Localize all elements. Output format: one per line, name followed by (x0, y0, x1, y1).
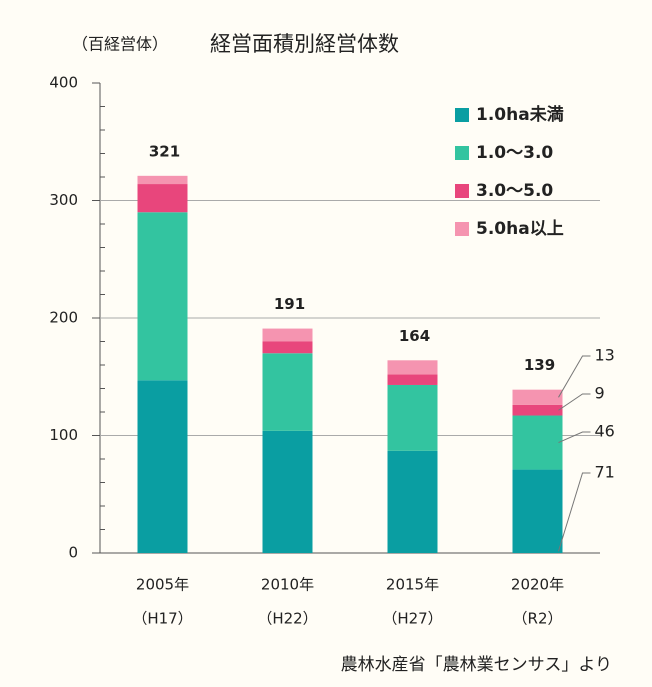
y-tick-label: 300 (49, 191, 78, 209)
total-label: 191 (274, 295, 305, 313)
legend-swatch (455, 184, 469, 198)
legend-swatch (455, 108, 469, 122)
total-label: 139 (524, 356, 555, 374)
bar-segment (512, 469, 563, 553)
leader-line (558, 355, 591, 398)
total-label: 321 (149, 142, 180, 160)
bar-segment (387, 384, 438, 451)
bar-segment (262, 328, 313, 342)
leader-line (558, 472, 591, 552)
bar-segment (262, 353, 313, 431)
bar-segment (137, 175, 188, 185)
x-tick-label: 2015年 (386, 576, 439, 594)
bar-segment (137, 380, 188, 553)
x-tick-sublabel: （H17） (132, 610, 192, 628)
y-axis-label: （百経営体） (72, 35, 168, 54)
leader-line (558, 431, 591, 444)
bar-segment (262, 430, 313, 553)
y-tick-label: 400 (49, 74, 78, 92)
y-tick-label: 100 (49, 426, 78, 444)
bar-segment (387, 360, 438, 375)
value-label: 46 (595, 422, 615, 441)
legend-label: 1.0～3.0 (476, 143, 553, 163)
legend-label: 5.0ha以上 (476, 219, 564, 239)
source-note: 農林水産省「農林業センサス」より (341, 655, 612, 675)
bar-segment (387, 374, 438, 385)
bar-segment (512, 389, 563, 405)
legend-label: 1.0ha未満 (476, 104, 564, 125)
value-label: 9 (595, 384, 605, 403)
total-label: 164 (399, 327, 430, 345)
bar-segment (387, 450, 438, 553)
bar-segment (512, 415, 563, 470)
y-tick-label: 0 (68, 544, 78, 562)
value-label: 71 (595, 463, 615, 482)
chart-title: 経営面積別経営体数 (210, 32, 399, 56)
x-tick-label: 2005年 (136, 576, 189, 594)
legend-swatch (455, 146, 469, 160)
x-tick-sublabel: （R2） (513, 610, 563, 628)
x-tick-sublabel: （H22） (257, 610, 317, 628)
legend-swatch (455, 222, 469, 236)
x-tick-sublabel: （H27） (382, 610, 442, 628)
bar-segment (137, 184, 188, 213)
bar-segment (262, 341, 313, 354)
legend-label: 3.0～5.0 (476, 181, 553, 201)
value-label: 13 (595, 346, 615, 365)
y-tick-label: 200 (49, 309, 78, 327)
bar-segment (512, 404, 563, 416)
x-tick-label: 2010年 (261, 576, 314, 594)
x-tick-label: 2020年 (511, 576, 564, 594)
leader-line (558, 393, 591, 411)
bar-segment (137, 212, 188, 381)
